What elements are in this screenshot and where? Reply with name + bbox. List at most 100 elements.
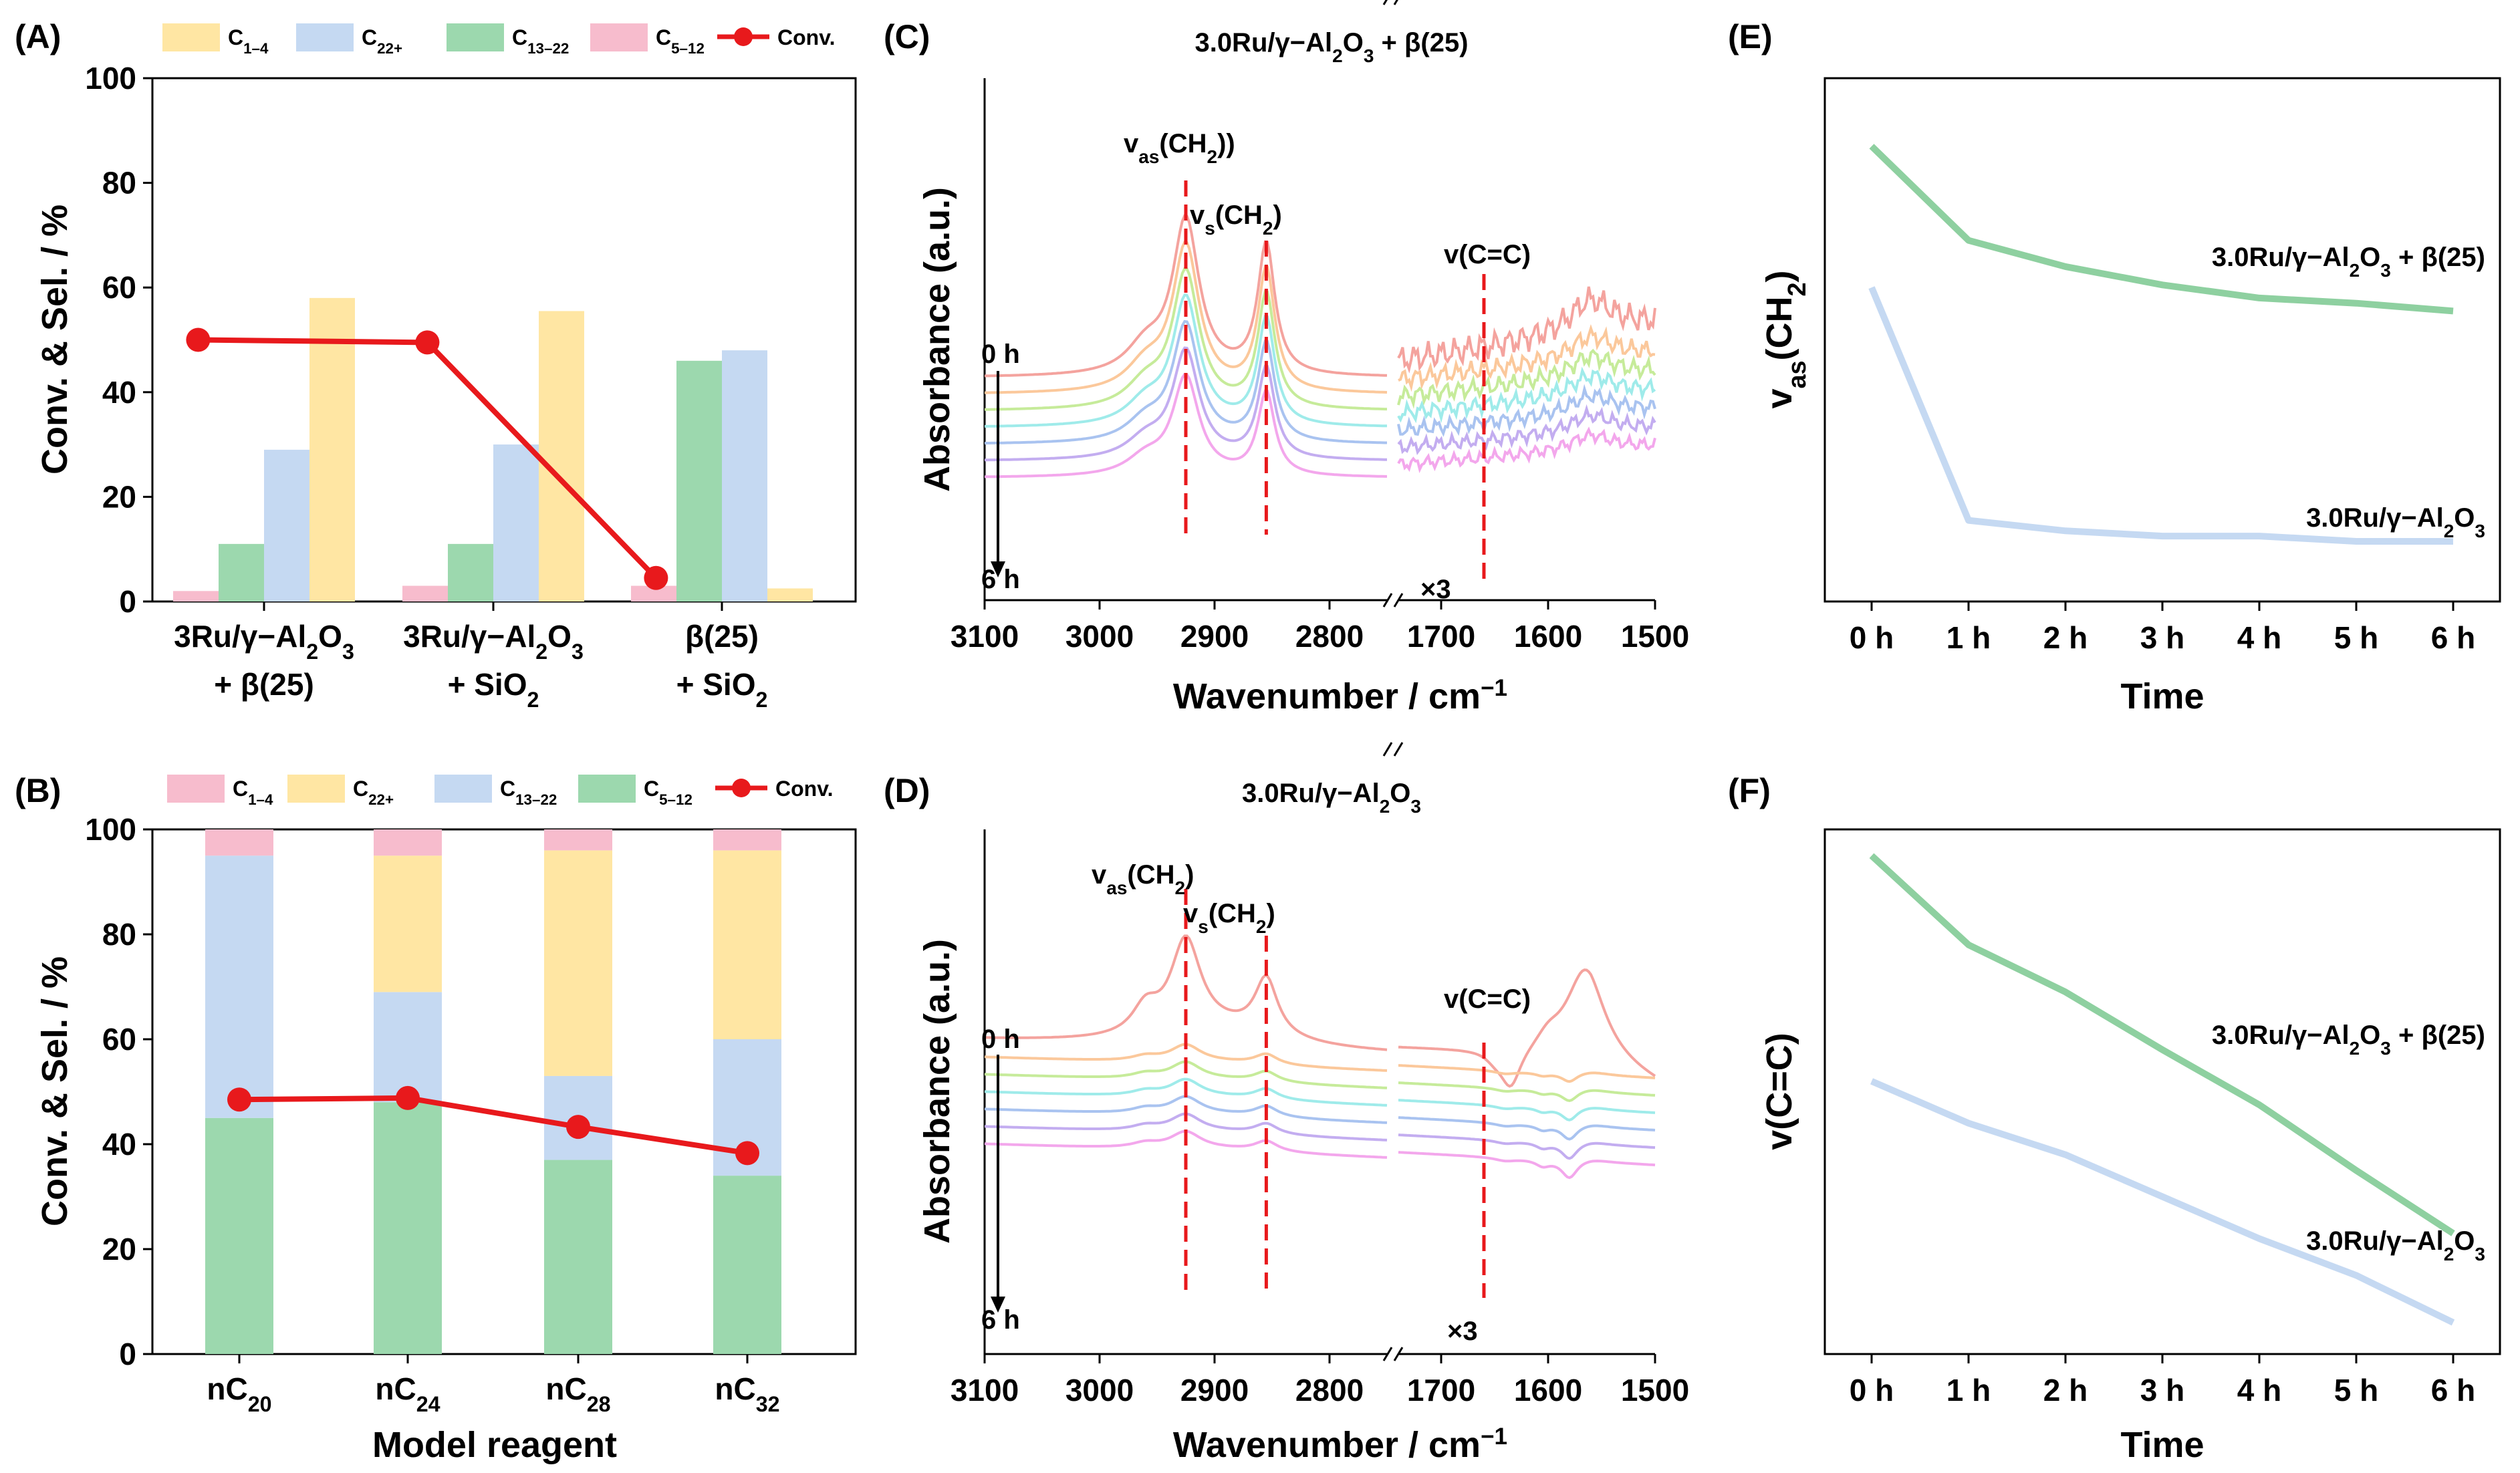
- y-tick-label: 0: [119, 584, 136, 619]
- legend-label: C13–22: [512, 25, 569, 57]
- plot-area-d: 3100 3000 2900 2800 1700 1600 1500: [951, 742, 1689, 1408]
- panel-label-c: (C): [884, 18, 930, 55]
- x-tick-label: 1 h: [1946, 1373, 1991, 1408]
- spectrum-right-5 h: [1397, 404, 1656, 455]
- y-tick-label: 100: [85, 61, 136, 96]
- series-line-1: [1868, 286, 2453, 545]
- multiplier-label-c: ×3: [1420, 575, 1451, 604]
- stack-C5–12: [205, 1117, 273, 1354]
- legend-swatch: [296, 23, 354, 51]
- conv-point: [396, 1085, 420, 1110]
- x-tick-label: + SiO2: [448, 667, 539, 712]
- series-label-e-green: 3.0Ru/γ−Al2O3 + β(25): [2212, 243, 2485, 281]
- peak-label-vcc-d: v(C=C): [1444, 984, 1531, 1014]
- bar-C5–12: [631, 585, 676, 601]
- conv-point: [415, 330, 440, 355]
- peak-label-vs-d: vs(CH2): [1183, 899, 1275, 937]
- axis-break-top: [1382, 742, 1393, 757]
- stack-C1–4: [374, 829, 442, 856]
- x-tick-label: 3 h: [2140, 1373, 2184, 1408]
- series-label-f-green: 3.0Ru/γ−Al2O3 + β(25): [2212, 1021, 2485, 1059]
- x-tick-label: 3100: [951, 619, 1019, 654]
- x-tick-label: 2800: [1295, 1373, 1364, 1408]
- y-axis-label-e: vas(CH2): [1759, 270, 1811, 408]
- spectrum-right-1 h: [1398, 1064, 1656, 1083]
- panel-label-b: (B): [15, 772, 61, 809]
- x-tick-label: 5 h: [2334, 620, 2378, 655]
- x-tick-label: β(25): [685, 619, 759, 654]
- bar-C1–4: [767, 588, 813, 601]
- spectrum-right-0 h: [1397, 286, 1656, 374]
- x-tick-label: 2800: [1295, 619, 1364, 654]
- legend-swatch: [447, 23, 504, 51]
- y-tick-label: 60: [102, 270, 136, 305]
- bar-C22+: [493, 444, 539, 601]
- time-arrow-head: [991, 1297, 1005, 1313]
- legend-swatch: [434, 775, 492, 803]
- x-tick-label: 2 h: [2043, 620, 2088, 655]
- panel-title-c: 3.0Ru/γ−Al2O3 + β(25): [1194, 28, 1468, 66]
- panel-b: (B) C1–4 C22+ C13–22 C5–12 Conv. 0 20 40 60 80 10…: [15, 772, 857, 1465]
- stack-C22+: [713, 850, 781, 1039]
- legend-swatch-conv-point: [732, 779, 751, 797]
- x-tick-label: 3000: [1065, 619, 1134, 654]
- legend-label: C13–22: [500, 777, 557, 808]
- plot-frame-b: [151, 828, 857, 1355]
- x-tick-label: 3Ru/γ−Al2O3: [174, 619, 354, 664]
- y-axis-label-c: Absorbance (a.u.): [917, 187, 957, 492]
- conv-point: [186, 327, 211, 352]
- plot-area-b: 0 20 40 60 80 100 nC20 nC24 nC28 nC32: [85, 812, 781, 1416]
- x-tick-label: 1500: [1621, 619, 1689, 654]
- panel-label-d: (D): [884, 772, 930, 809]
- conv-point: [644, 565, 668, 590]
- spectrum-left-5 h: [985, 346, 1387, 462]
- x-tick-label: 2 h: [2043, 1373, 2088, 1408]
- legend-label: C1–4: [228, 25, 269, 57]
- x-tick-label: nC32: [715, 1371, 779, 1416]
- x-axis-label-c: Wavenumber / cm−1: [1173, 675, 1507, 717]
- x-axis-label-d: Wavenumber / cm−1: [1173, 1424, 1507, 1466]
- spectrum-right-3 h: [1397, 366, 1656, 424]
- series-line-1: [1870, 1078, 2455, 1326]
- time-arrow-head: [991, 561, 1005, 577]
- panel-c: (C) 3.0Ru/γ−Al2O3 + β(25) 3100 3000 2900 28…: [884, 0, 1689, 716]
- x-tick-label: 1700: [1407, 1373, 1475, 1408]
- x-tick-label: 2900: [1180, 1373, 1249, 1408]
- axis-break-top: [1382, 0, 1388, 5]
- x-tick-label: 6 h: [2431, 620, 2475, 655]
- x-axis-label-e: Time: [2120, 676, 2204, 716]
- stack-C1–4: [205, 829, 273, 856]
- axis-break: [1393, 593, 1404, 608]
- stack-C13–22: [205, 855, 273, 1118]
- bar-C22+: [264, 449, 309, 601]
- y-tick-label: 20: [102, 1232, 136, 1266]
- bar-C5–12: [173, 591, 219, 601]
- axis-break: [1393, 1347, 1404, 1361]
- spectrum-right-0 h: [1398, 968, 1656, 1088]
- multiplier-label-d: ×3: [1447, 1317, 1478, 1346]
- y-tick-label: 40: [102, 1127, 136, 1162]
- bar-C13–22: [676, 360, 722, 601]
- axis-break-top: [1393, 0, 1398, 5]
- legend-swatch: [578, 775, 636, 803]
- x-tick-label: 6 h: [2431, 1373, 2475, 1408]
- series-label-f-blue: 3.0Ru/γ−Al2O3: [2306, 1226, 2485, 1264]
- y-axis-label-f: v(C=C): [1759, 1033, 1799, 1150]
- x-tick-label: 0 h: [1850, 620, 1894, 655]
- panel-label-e: (E): [1728, 18, 1773, 55]
- time-end-label-c: 6 h: [981, 565, 1020, 594]
- x-tick-label: 1600: [1514, 1373, 1582, 1408]
- stack-C5–12: [374, 1102, 442, 1354]
- time-start-label-d: 0 h: [981, 1025, 1020, 1054]
- y-tick-label: 40: [102, 375, 136, 410]
- y-tick-label: 20: [102, 479, 136, 514]
- legend-swatch: [167, 775, 225, 803]
- panel-title-d: 3.0Ru/γ−Al2O3: [1242, 779, 1421, 817]
- panel-f: (F) 0 h 1 h 2 h 3 h 4 h 5 h 6 h v(C=C) Time 3.…: [1728, 772, 2501, 1465]
- panel-a: (A) C1–4 C22+ C13–22 C5–12 Conv. 0 20 40 60 80 10…: [15, 18, 857, 712]
- legend-swatch: [287, 775, 345, 803]
- spectrum-right-5 h: [1398, 1133, 1656, 1160]
- spectrum-right-6 h: [1398, 1151, 1656, 1180]
- stack-C22+: [544, 850, 612, 1076]
